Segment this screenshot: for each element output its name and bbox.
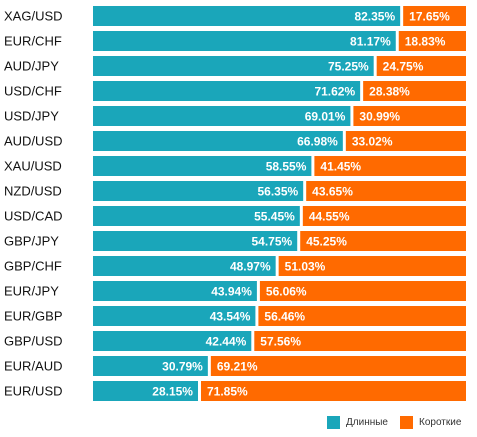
short-bar	[200, 381, 466, 401]
long-bar	[93, 81, 361, 101]
pair-label: GBP/JPY	[4, 234, 59, 249]
short-value-label: 33.02%	[352, 135, 393, 149]
long-bar	[93, 206, 300, 226]
legend-short-swatch	[400, 415, 413, 429]
sentiment-bar-chart: XAG/USD 82.35% 17.65% EUR/CHF 81.17% 18.83% AU…	[4, 6, 466, 401]
pair-label: USD/JPY	[4, 109, 59, 124]
long-bar	[93, 56, 374, 76]
long-bar	[93, 156, 312, 176]
pair-label: EUR/JPY	[4, 284, 59, 299]
short-value-label: 69.21%	[217, 360, 258, 374]
long-value-label: 54.75%	[252, 235, 293, 249]
short-value-label: 24.75%	[383, 60, 424, 74]
pair-label: GBP/CHF	[4, 259, 62, 274]
short-bar	[306, 181, 466, 201]
pair-label: XAG/USD	[4, 9, 63, 24]
pair-label: EUR/CHF	[4, 34, 62, 49]
short-value-label: 51.03%	[285, 260, 326, 274]
short-value-label: 17.65%	[409, 10, 450, 24]
short-value-label: 45.25%	[306, 235, 347, 249]
long-bar	[93, 6, 401, 26]
short-bar	[398, 31, 466, 51]
long-value-label: 66.98%	[297, 135, 338, 149]
pair-label: AUD/JPY	[4, 59, 59, 74]
long-value-label: 56.35%	[257, 185, 298, 199]
short-bar	[314, 156, 466, 176]
long-bar	[93, 231, 298, 251]
short-bar	[258, 306, 466, 326]
pair-label: GBP/USD	[4, 334, 63, 349]
pair-label: EUR/GBP	[4, 309, 63, 324]
long-value-label: 43.54%	[210, 310, 251, 324]
pair-label: EUR/USD	[4, 384, 63, 399]
pair-label: USD/CHF	[4, 84, 62, 99]
long-bar	[93, 356, 208, 376]
long-value-label: 81.17%	[350, 35, 391, 49]
short-value-label: 28.38%	[369, 85, 410, 99]
legend-long: Длинные	[327, 414, 388, 430]
long-value-label: 55.45%	[254, 210, 295, 224]
short-bar	[353, 106, 466, 126]
pair-label: NZD/USD	[4, 184, 62, 199]
legend-short-label: Короткие	[419, 416, 462, 428]
short-bar	[302, 206, 466, 226]
short-value-label: 56.06%	[266, 285, 307, 299]
pair-label: USD/CAD	[4, 209, 63, 224]
long-bar	[93, 381, 198, 401]
pair-label: EUR/AUD	[4, 359, 63, 374]
short-bar	[345, 131, 466, 151]
short-value-label: 30.99%	[359, 110, 400, 124]
short-bar	[363, 81, 466, 101]
short-value-label: 57.56%	[260, 335, 301, 349]
long-value-label: 28.15%	[152, 385, 193, 399]
long-value-label: 71.62%	[314, 85, 355, 99]
short-bar	[254, 331, 466, 351]
long-value-label: 69.01%	[305, 110, 346, 124]
long-bar	[93, 281, 257, 301]
short-bar	[210, 356, 466, 376]
long-bar	[93, 306, 256, 326]
short-value-label: 56.46%	[264, 310, 305, 324]
long-value-label: 82.35%	[354, 10, 395, 24]
short-bar	[300, 231, 466, 251]
short-bar	[403, 6, 466, 26]
long-value-label: 58.55%	[266, 160, 307, 174]
long-value-label: 48.97%	[230, 260, 271, 274]
long-bar	[93, 31, 396, 51]
legend-long-swatch	[327, 415, 340, 429]
short-bar	[278, 256, 466, 276]
long-bar	[93, 131, 343, 151]
short-value-label: 43.65%	[312, 185, 353, 199]
long-bar	[93, 106, 351, 126]
long-value-label: 43.94%	[211, 285, 252, 299]
long-bar	[93, 256, 276, 276]
legend-short: Короткие	[400, 414, 461, 430]
pair-label: XAU/USD	[4, 159, 62, 174]
short-value-label: 41.45%	[320, 160, 361, 174]
short-bar	[259, 281, 466, 301]
long-value-label: 75.25%	[328, 60, 369, 74]
long-value-label: 42.44%	[206, 335, 247, 349]
legend-long-label: Длинные	[346, 416, 388, 428]
long-bar	[93, 331, 252, 351]
short-value-label: 71.85%	[207, 385, 248, 399]
long-bar	[93, 181, 304, 201]
pair-label: AUD/USD	[4, 134, 63, 149]
short-value-label: 18.83%	[405, 35, 446, 49]
long-value-label: 30.79%	[162, 360, 203, 374]
short-value-label: 44.55%	[309, 210, 350, 224]
short-bar	[376, 56, 466, 76]
